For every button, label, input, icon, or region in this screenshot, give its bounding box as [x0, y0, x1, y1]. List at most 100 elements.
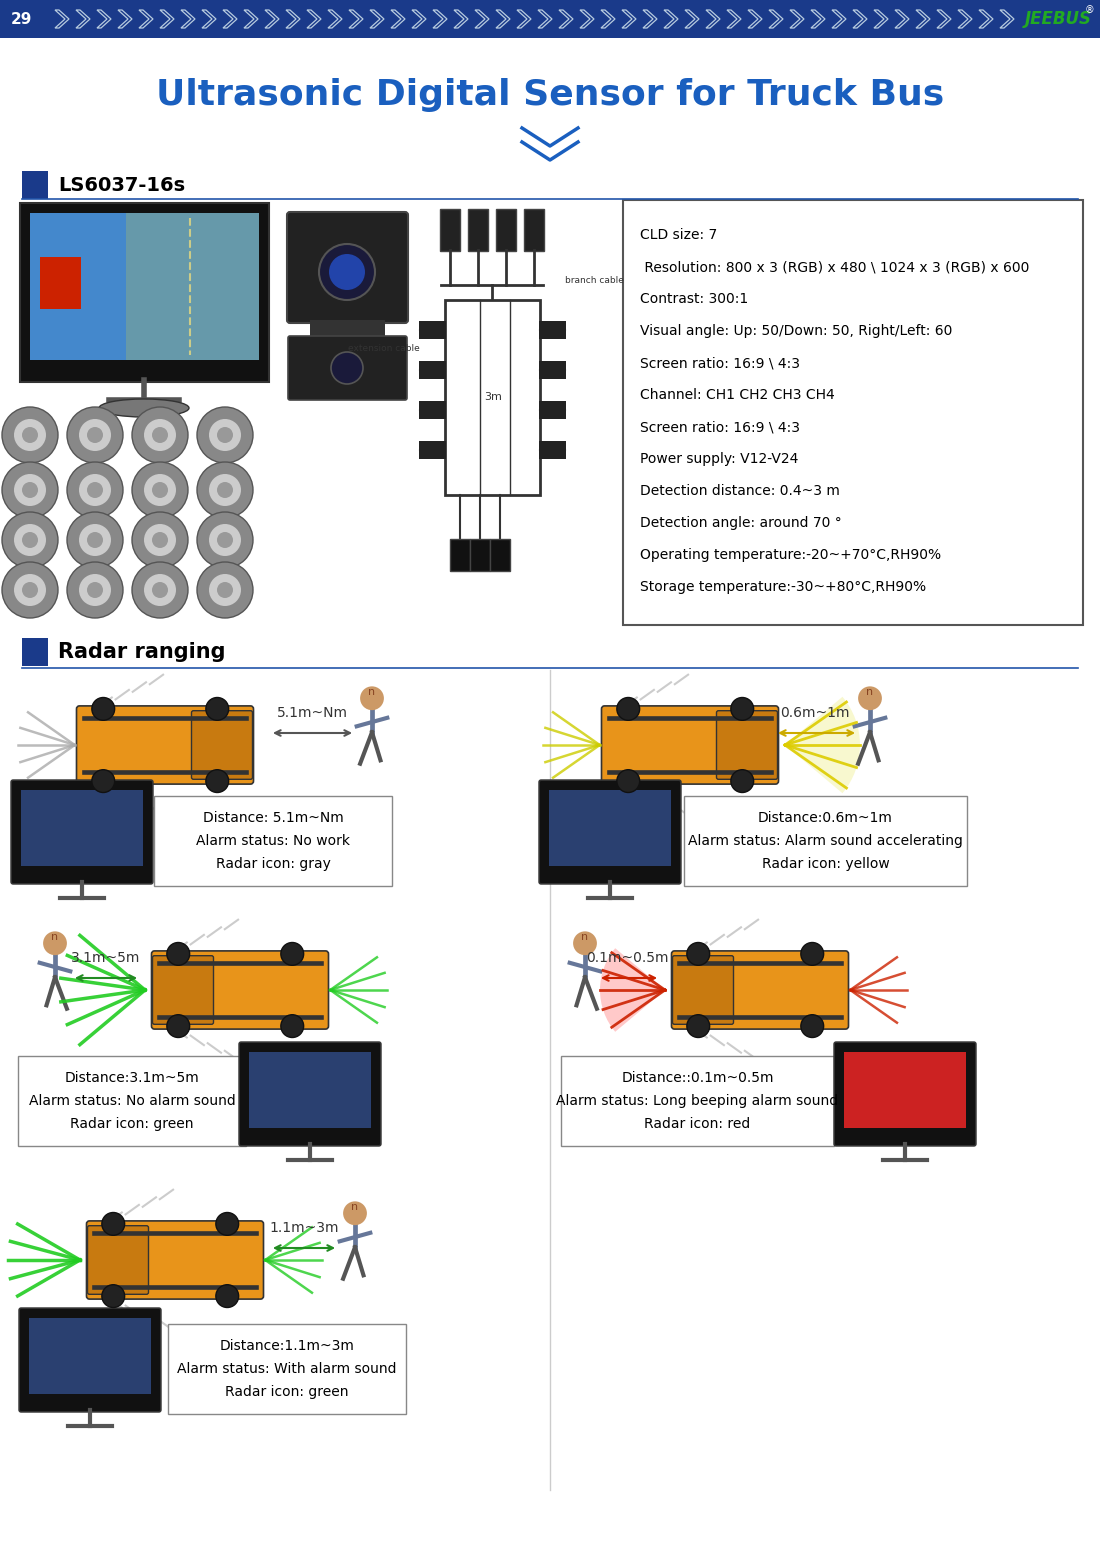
Circle shape	[14, 475, 46, 506]
Circle shape	[144, 524, 176, 555]
FancyBboxPatch shape	[287, 212, 408, 324]
Circle shape	[79, 524, 111, 555]
Circle shape	[152, 582, 168, 598]
Circle shape	[144, 574, 176, 605]
FancyBboxPatch shape	[126, 213, 258, 359]
FancyBboxPatch shape	[22, 638, 48, 666]
Circle shape	[132, 562, 188, 618]
Circle shape	[167, 1015, 189, 1038]
Circle shape	[67, 408, 123, 464]
FancyBboxPatch shape	[168, 1324, 406, 1414]
FancyBboxPatch shape	[419, 440, 446, 459]
Circle shape	[2, 408, 58, 464]
FancyBboxPatch shape	[249, 1052, 371, 1128]
FancyBboxPatch shape	[77, 706, 253, 784]
Text: Alarm status: Long beeping alarm sound: Alarm status: Long beeping alarm sound	[557, 1094, 838, 1108]
Circle shape	[22, 482, 38, 498]
FancyBboxPatch shape	[716, 711, 778, 780]
Text: n: n	[52, 932, 58, 943]
Text: Storage temperature:-30~+80°C,RH90%: Storage temperature:-30~+80°C,RH90%	[640, 580, 926, 594]
Circle shape	[152, 482, 168, 498]
Text: Contrast: 300:1: Contrast: 300:1	[640, 293, 748, 307]
Circle shape	[87, 582, 103, 598]
Circle shape	[14, 419, 46, 451]
Text: LS6037-16s: LS6037-16s	[58, 176, 185, 194]
Circle shape	[102, 1285, 124, 1307]
Text: Alarm status: No alarm sound: Alarm status: No alarm sound	[29, 1094, 235, 1108]
FancyBboxPatch shape	[19, 1309, 161, 1411]
Circle shape	[144, 419, 176, 451]
Circle shape	[730, 697, 754, 720]
FancyBboxPatch shape	[684, 797, 967, 885]
Circle shape	[2, 512, 58, 568]
FancyBboxPatch shape	[154, 797, 392, 885]
Circle shape	[217, 532, 233, 548]
Circle shape	[209, 574, 241, 605]
Text: CLD size: 7: CLD size: 7	[640, 229, 717, 243]
Circle shape	[132, 408, 188, 464]
Circle shape	[617, 770, 640, 792]
Circle shape	[87, 482, 103, 498]
Circle shape	[209, 419, 241, 451]
Circle shape	[167, 943, 189, 965]
Text: Radar icon: red: Radar icon: red	[645, 1117, 750, 1131]
FancyBboxPatch shape	[524, 209, 544, 251]
Circle shape	[730, 770, 754, 792]
FancyBboxPatch shape	[0, 0, 42, 37]
Circle shape	[217, 582, 233, 598]
Text: Distance:1.1m~3m: Distance:1.1m~3m	[220, 1340, 354, 1354]
FancyBboxPatch shape	[446, 300, 540, 495]
Text: Alarm status: Alarm sound accelerating: Alarm status: Alarm sound accelerating	[689, 834, 962, 848]
Circle shape	[858, 686, 882, 710]
Circle shape	[216, 1212, 239, 1235]
Text: Radar ranging: Radar ranging	[58, 643, 226, 661]
Circle shape	[343, 1201, 367, 1225]
FancyBboxPatch shape	[539, 321, 566, 339]
FancyBboxPatch shape	[834, 1043, 976, 1145]
FancyBboxPatch shape	[539, 780, 681, 884]
Text: JEEBUS: JEEBUS	[1024, 9, 1091, 28]
Circle shape	[197, 408, 253, 464]
Circle shape	[22, 532, 38, 548]
FancyBboxPatch shape	[549, 790, 671, 865]
FancyBboxPatch shape	[419, 361, 446, 380]
Circle shape	[87, 426, 103, 443]
Text: 3m: 3m	[484, 392, 502, 401]
Text: Operating temperature:-20~+70°C,RH90%: Operating temperature:-20~+70°C,RH90%	[640, 548, 942, 562]
Circle shape	[686, 1015, 710, 1038]
FancyBboxPatch shape	[29, 1318, 151, 1394]
Circle shape	[152, 426, 168, 443]
Circle shape	[206, 697, 229, 720]
FancyBboxPatch shape	[671, 951, 848, 1029]
Circle shape	[14, 574, 46, 605]
FancyBboxPatch shape	[239, 1043, 381, 1145]
Text: Distance:3.1m~5m: Distance:3.1m~5m	[65, 1071, 199, 1085]
Circle shape	[14, 524, 46, 555]
Circle shape	[617, 697, 640, 720]
FancyBboxPatch shape	[11, 780, 153, 884]
Text: Visual angle: Up: 50/Down: 50, Right/Left: 60: Visual angle: Up: 50/Down: 50, Right/Lef…	[640, 324, 953, 338]
FancyBboxPatch shape	[490, 538, 510, 571]
FancyBboxPatch shape	[602, 706, 779, 784]
FancyBboxPatch shape	[623, 201, 1084, 626]
Circle shape	[360, 686, 384, 710]
Text: 5.1m~Nm: 5.1m~Nm	[276, 706, 348, 720]
FancyBboxPatch shape	[87, 1221, 264, 1299]
Text: Distance::0.1m~0.5m: Distance::0.1m~0.5m	[621, 1071, 773, 1085]
FancyBboxPatch shape	[88, 1226, 148, 1295]
FancyBboxPatch shape	[288, 336, 407, 400]
Circle shape	[2, 462, 58, 518]
Circle shape	[91, 697, 114, 720]
Text: Radar icon: green: Radar icon: green	[226, 1385, 349, 1399]
Text: Radar icon: green: Radar icon: green	[70, 1117, 194, 1131]
Circle shape	[801, 1015, 824, 1038]
FancyBboxPatch shape	[539, 361, 566, 380]
Text: 0.6m~1m: 0.6m~1m	[780, 706, 849, 720]
Wedge shape	[600, 948, 666, 1032]
FancyBboxPatch shape	[152, 951, 329, 1029]
Circle shape	[197, 462, 253, 518]
Circle shape	[79, 574, 111, 605]
Circle shape	[132, 462, 188, 518]
Circle shape	[22, 426, 38, 443]
Text: 1.1m~3m: 1.1m~3m	[270, 1221, 339, 1235]
